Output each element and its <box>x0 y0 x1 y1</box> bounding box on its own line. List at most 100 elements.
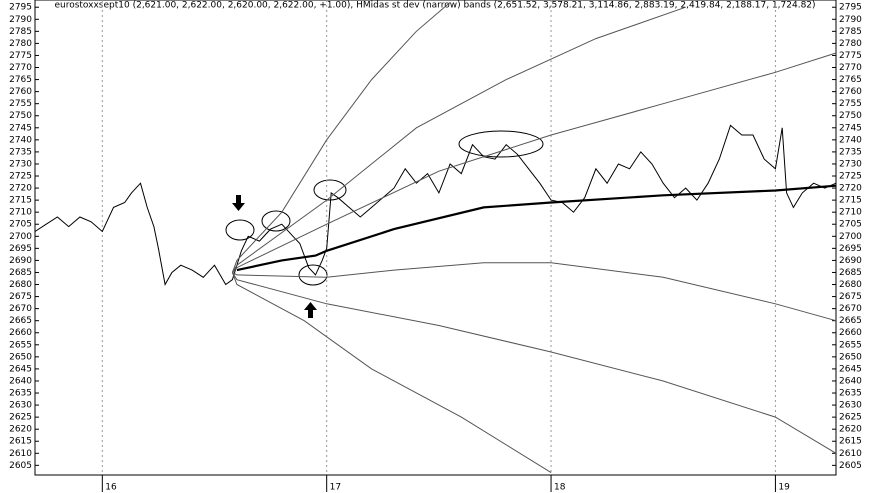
y-tick-label: 2680 <box>9 280 32 290</box>
y-tick-label: 2675 <box>839 292 862 302</box>
x-tick-label: 18 <box>554 483 566 493</box>
y-tick-label: 2670 <box>9 304 32 314</box>
y-tick-label: 2740 <box>9 135 32 145</box>
series-line <box>34 124 837 286</box>
y-tick-label: 2640 <box>9 376 32 386</box>
arrow-down <box>232 195 245 211</box>
y-tick-label: 2615 <box>839 437 862 447</box>
y-tick-label: 2710 <box>839 208 862 218</box>
y-tick-label: 2615 <box>9 437 32 447</box>
y-tick-label: 2790 <box>839 15 862 25</box>
y-tick-label: 2660 <box>9 328 32 338</box>
y-tick-label: 2665 <box>839 316 862 326</box>
y-tick-label: 2795 <box>839 3 862 13</box>
y-tick-label: 2735 <box>9 147 32 157</box>
series-line <box>232 52 837 273</box>
y-tick-label: 2715 <box>839 196 862 206</box>
y-tick-label: 2650 <box>839 352 862 362</box>
y-tick-label: 2655 <box>9 340 32 350</box>
y-tick-label: 2765 <box>9 75 32 85</box>
y-tick-label: 2745 <box>9 123 32 133</box>
series-line <box>231 6 686 273</box>
y-tick-label: 2680 <box>839 280 862 290</box>
series-line <box>231 272 552 474</box>
y-tick-label: 2675 <box>9 292 32 302</box>
y-tick-label: 2720 <box>839 184 862 194</box>
y-tick-label: 2730 <box>9 159 32 169</box>
annotation-circle <box>458 130 544 158</box>
y-tick-label: 2605 <box>839 461 862 471</box>
y-tick-label: 2760 <box>839 87 862 97</box>
y-tick-label: 2700 <box>9 232 32 242</box>
y-tick-label: 2705 <box>839 220 862 230</box>
y-tick-label: 2665 <box>9 316 32 326</box>
y-tick-label: 2620 <box>839 425 862 435</box>
y-tick-label: 2635 <box>839 389 862 399</box>
annotation-circle <box>313 179 347 201</box>
y-tick-label: 2685 <box>839 268 862 278</box>
y-tick-label: 2655 <box>839 340 862 350</box>
y-tick-label: 2610 <box>9 449 32 459</box>
y-tick-label: 2780 <box>9 39 32 49</box>
y-tick-label: 2770 <box>9 63 32 73</box>
annotation-circle <box>225 219 255 241</box>
y-tick-label: 2735 <box>839 147 862 157</box>
y-tick-label: 2690 <box>9 256 32 266</box>
y-tick-label: 2620 <box>9 425 32 435</box>
y-tick-label: 2645 <box>839 364 862 374</box>
y-tick-label: 2660 <box>839 328 862 338</box>
y-tick-label: 2730 <box>839 159 862 169</box>
y-tick-label: 2695 <box>9 244 32 254</box>
y-tick-label: 2765 <box>839 75 862 85</box>
y-tick-label: 2775 <box>9 51 32 61</box>
y-tick-label: 2795 <box>9 3 32 13</box>
y-tick-label: 2695 <box>839 244 862 254</box>
series-line <box>236 184 837 272</box>
y-tick-label: 2705 <box>9 220 32 230</box>
y-tick-label: 2760 <box>9 87 32 97</box>
y-tick-label: 2755 <box>839 99 862 109</box>
y-tick-label: 2750 <box>9 111 32 121</box>
y-tick-label: 2630 <box>839 401 862 411</box>
annotation-circle <box>298 264 328 286</box>
y-tick-label: 2610 <box>839 449 862 459</box>
y-tick-label: 2685 <box>9 268 32 278</box>
y-tick-label: 2670 <box>839 304 862 314</box>
y-tick-label: 2775 <box>839 51 862 61</box>
y-tick-label: 2625 <box>9 413 32 423</box>
arrows <box>232 195 317 318</box>
chart-title: eurostoxxsept10 (2,621.00, 2,622.00, 2,6… <box>54 1 815 11</box>
y-tick-label: 2625 <box>839 413 862 423</box>
y-tick-label: 2700 <box>839 232 862 242</box>
y-tick-label: 2715 <box>9 196 32 206</box>
y-tick-label: 2790 <box>9 15 32 25</box>
y-tick-label: 2770 <box>839 63 862 73</box>
y-tick-label: 2740 <box>839 135 862 145</box>
y-tick-label: 2710 <box>9 208 32 218</box>
y-tick-label: 2725 <box>839 172 862 182</box>
y-tick-label: 2750 <box>839 111 862 121</box>
y-tick-label: 2630 <box>9 401 32 411</box>
series-line <box>232 262 837 322</box>
y-tick-label: 2745 <box>839 123 862 133</box>
plot-frame <box>34 0 837 476</box>
y-tick-label: 2645 <box>9 364 32 374</box>
y-tick-label: 2725 <box>9 172 32 182</box>
series-line <box>231 2 451 273</box>
x-tick-label: 17 <box>330 483 341 493</box>
x-tick-label: 16 <box>105 483 117 493</box>
x-tick-label: 19 <box>778 483 790 493</box>
y-tick-label: 2785 <box>9 27 32 37</box>
y-tick-label: 2650 <box>9 352 32 362</box>
annotation-circle <box>261 210 291 232</box>
y-tick-label: 2690 <box>839 256 862 266</box>
y-tick-label: 2640 <box>839 376 862 386</box>
arrow-up <box>304 302 317 318</box>
y-tick-label: 2755 <box>9 99 32 109</box>
y-tick-label: 2635 <box>9 389 32 399</box>
series-line <box>231 272 837 454</box>
y-tick-label: 2605 <box>9 461 32 471</box>
y-tick-label: 2785 <box>839 27 862 37</box>
y-tick-label: 2780 <box>839 39 862 49</box>
